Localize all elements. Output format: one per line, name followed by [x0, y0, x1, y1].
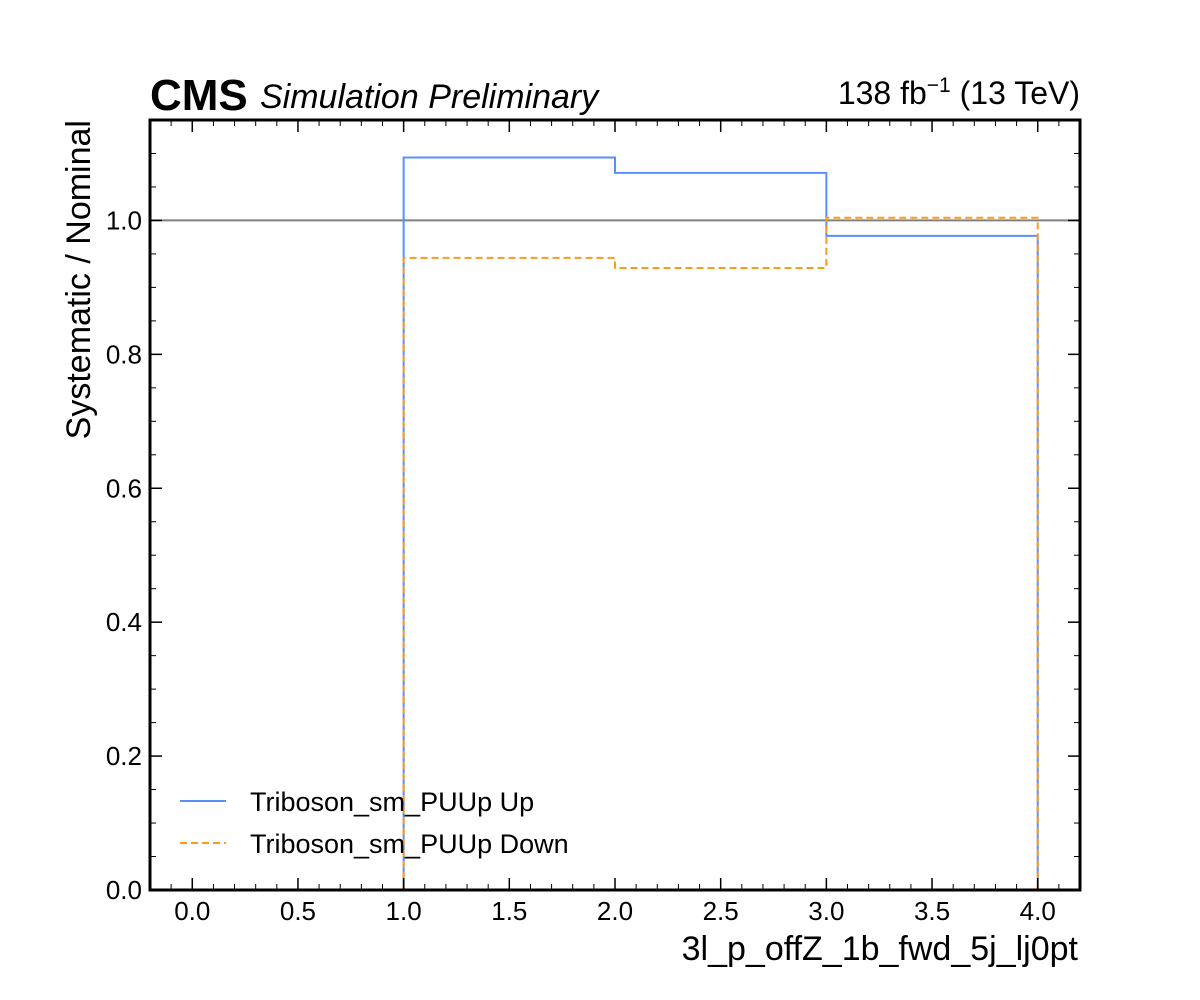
- x-tick-label: 1.0: [386, 896, 422, 926]
- luminosity-label: 138 fb−1 (13 TeV): [838, 74, 1080, 111]
- x-tick-label: 0.0: [174, 896, 210, 926]
- x-tick-label: 4.0: [1020, 896, 1056, 926]
- y-tick-label: 0.8: [106, 339, 142, 369]
- legend-label-down: Triboson_sm_PUUp Down: [250, 829, 569, 859]
- y-tick-label: 0.2: [106, 741, 142, 771]
- x-tick-label: 0.5: [280, 896, 316, 926]
- x-tick-label: 2.5: [703, 896, 739, 926]
- status-label: Simulation Preliminary: [260, 78, 600, 116]
- x-tick-label: 1.5: [491, 896, 527, 926]
- legend-label-up: Triboson_sm_PUUp Up: [250, 787, 534, 817]
- lumi-exponent: −1: [927, 74, 951, 97]
- y-tick-label: 1.0: [106, 205, 142, 235]
- x-axis-label: 3l_p_offZ_1b_fwd_5j_lj0pt: [682, 930, 1079, 968]
- x-tick-label: 3.5: [914, 896, 950, 926]
- series-line-down: [402, 216, 1039, 890]
- series-line-up: [402, 156, 1039, 890]
- series-group: [402, 156, 1039, 890]
- plot-frame: [148, 118, 1082, 892]
- x-tick-label: 3.0: [808, 896, 844, 926]
- y-tick-label: 0.6: [106, 473, 142, 503]
- tick-labels-group: 0.0 0.5 1.0 1.5 2.0 2.5 3.0 3.5 4.0 0.0 0.2 0.4 0.6 0…: [106, 205, 1056, 926]
- y-axis-label: Systematic / Nominal: [60, 120, 98, 439]
- lumi-energy: (13 TeV): [951, 75, 1080, 111]
- y-tick-label: 0.4: [106, 607, 142, 637]
- legend: Triboson_sm_PUUp Up Triboson_sm_PUUp Down: [180, 787, 569, 859]
- lumi-value: 138 fb: [838, 75, 927, 111]
- x-tick-label: 2.0: [597, 896, 633, 926]
- experiment-label: CMS: [150, 71, 248, 120]
- y-tick-label: 0.0: [106, 875, 142, 905]
